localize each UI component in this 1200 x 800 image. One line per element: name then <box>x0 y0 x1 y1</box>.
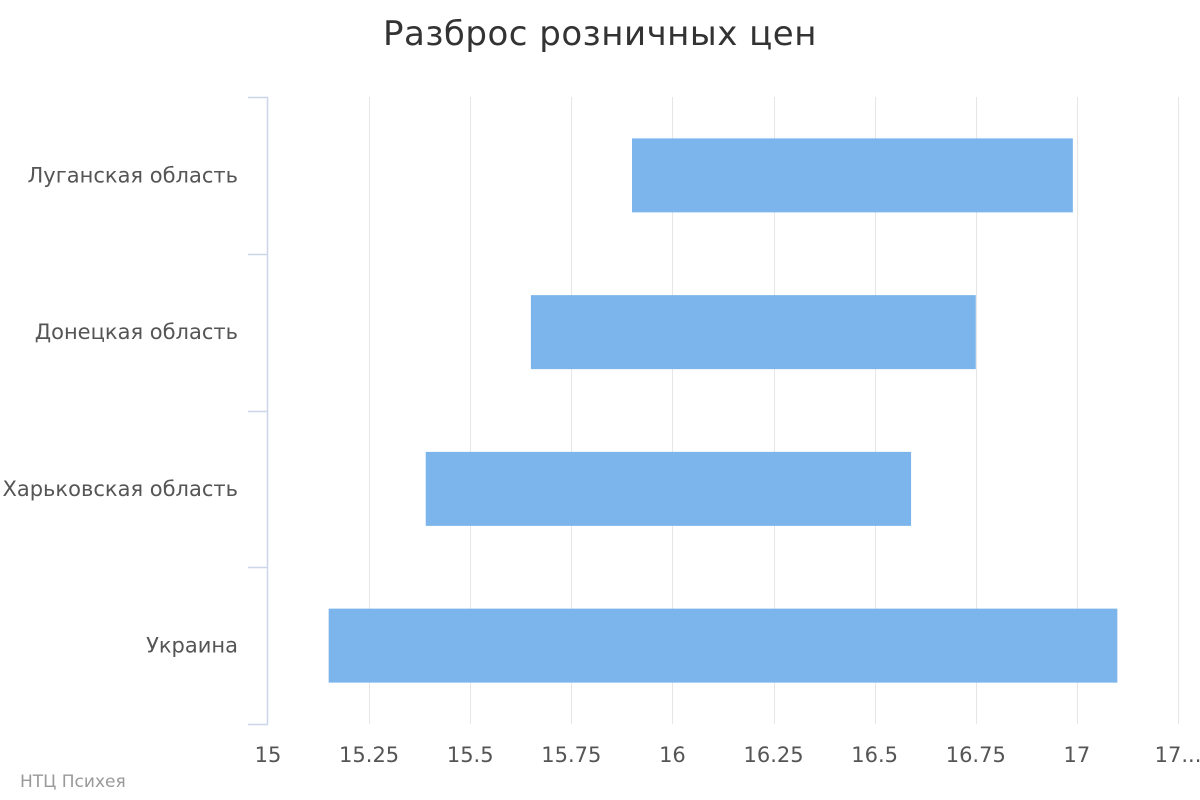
x-tick-label: 16.75 <box>946 743 1006 767</box>
credits-link[interactable]: НТЦ Психея <box>20 772 126 792</box>
x-tick-label: 16.25 <box>743 743 803 767</box>
range-bar[interactable] <box>530 295 976 370</box>
x-tick-label: 17 <box>1064 743 1091 767</box>
x-tick-label: 15 <box>255 743 282 767</box>
x-tick-label: 17... <box>1155 743 1200 767</box>
category-label: Украина <box>146 634 238 658</box>
category-label: Луганская область <box>27 163 238 187</box>
x-tick-label: 15.5 <box>447 743 494 767</box>
x-tick-label: 16 <box>659 743 686 767</box>
x-tick-label: 15.25 <box>339 743 399 767</box>
chart-title: Разброс розничных цен <box>383 14 817 54</box>
category-label: Донецкая область <box>35 320 238 344</box>
category-label: Харьковская область <box>2 477 238 501</box>
range-bar[interactable] <box>328 608 1118 683</box>
range-bar[interactable] <box>425 451 912 526</box>
range-bar[interactable] <box>632 138 1073 213</box>
x-tick-label: 16.5 <box>851 743 898 767</box>
x-tick-label: 15.75 <box>541 743 601 767</box>
